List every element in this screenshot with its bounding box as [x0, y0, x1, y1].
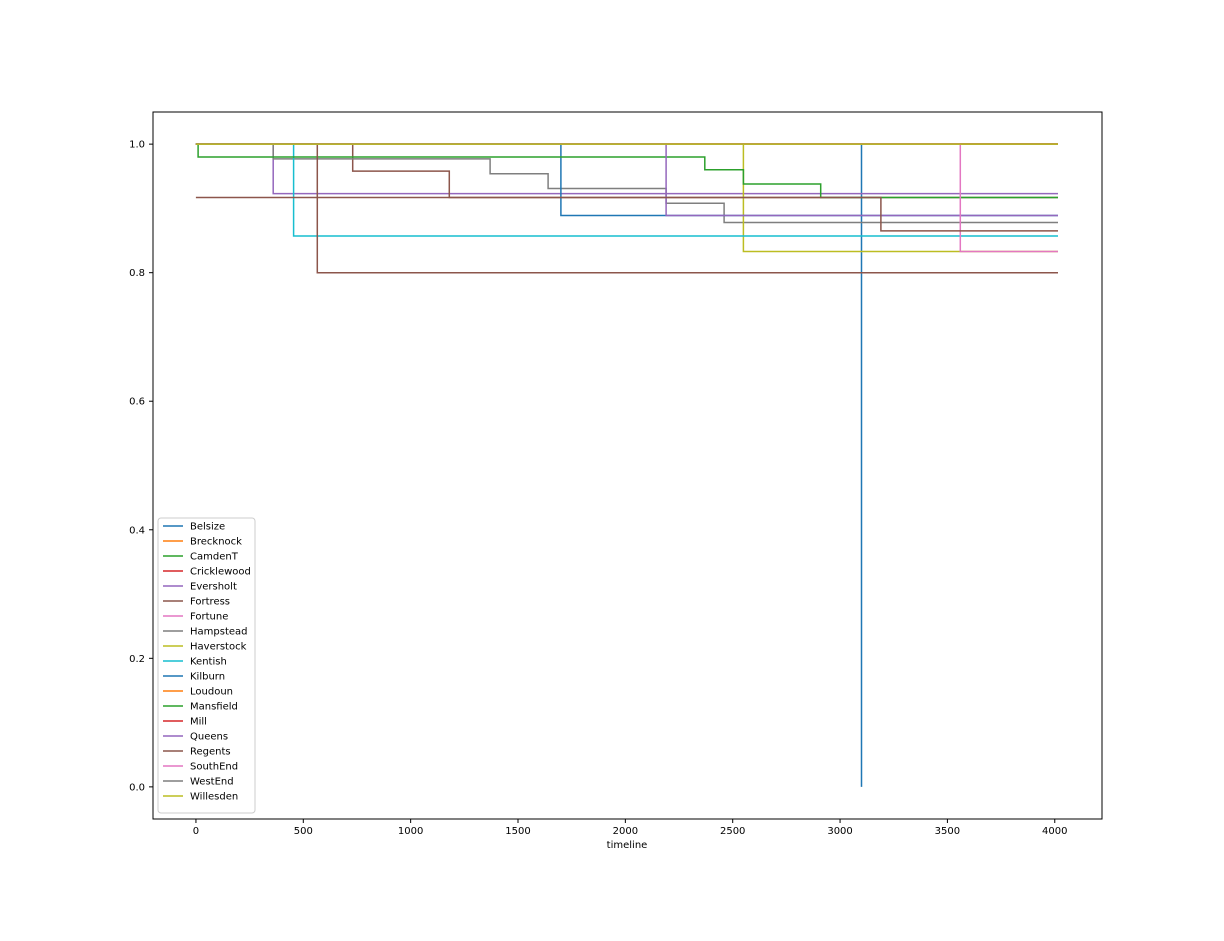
legend-label: Haverstock	[190, 642, 247, 653]
legend-label: Fortress	[190, 597, 230, 608]
y-axis-ticks: 0.0 0.2 0.4 0.6 0.8 1.0	[129, 140, 153, 793]
legend-label: Cricklewood	[190, 567, 251, 578]
x-tick-label: 500	[294, 826, 313, 837]
legend-label: Fortune	[190, 612, 228, 623]
x-tick-label: 3500	[935, 826, 960, 837]
x-tick-label: 4000	[1042, 826, 1067, 837]
legend-label: Mansfield	[190, 702, 238, 713]
legend-label: Mill	[190, 717, 207, 728]
legend-label: Kilburn	[190, 672, 225, 683]
y-tick-label: 0.0	[129, 782, 145, 793]
y-tick-label: 1.0	[129, 140, 145, 151]
x-tick-label: 0	[193, 826, 199, 837]
x-tick-label: 2500	[720, 826, 745, 837]
legend-label: Regents	[190, 747, 231, 758]
plot-frame	[152, 111, 1103, 820]
x-tick-label: 1000	[398, 826, 423, 837]
legend-label: Loudoun	[190, 687, 233, 698]
x-tick-label: 3000	[827, 826, 852, 837]
legend-label: Kentish	[190, 657, 227, 668]
series-line-mansfield	[195, 143, 1058, 199]
legend-label: Belsize	[190, 522, 225, 533]
legend-label: Brecknock	[190, 537, 242, 548]
legend-box	[157, 517, 256, 814]
legend: Belsize Brecknock CamdenT Cricklewood Eversh…	[157, 517, 256, 814]
series-line-extra-19	[195, 196, 1058, 232]
x-tick-label: 1500	[505, 826, 530, 837]
y-tick-label: 0.2	[129, 654, 145, 665]
x-axis-label: timeline	[607, 840, 648, 851]
x-tick-label: 2000	[613, 826, 638, 837]
legend-label: Hampstead	[190, 627, 248, 638]
legend-label: WestEnd	[190, 777, 234, 788]
legend-label: Eversholt	[190, 582, 237, 593]
legend-label: SouthEnd	[190, 762, 238, 773]
y-tick-label: 0.6	[129, 397, 145, 408]
legend-label: Willesden	[190, 792, 238, 803]
y-tick-label: 0.8	[129, 268, 145, 279]
legend-label: Queens	[190, 732, 228, 743]
legend-label: CamdenT	[190, 552, 239, 563]
y-tick-label: 0.4	[129, 525, 145, 536]
x-axis-ticks: 0 500 1000 1500 2000 2500 3000 3500 4000	[193, 819, 1067, 837]
series-layer	[195, 143, 1058, 787]
